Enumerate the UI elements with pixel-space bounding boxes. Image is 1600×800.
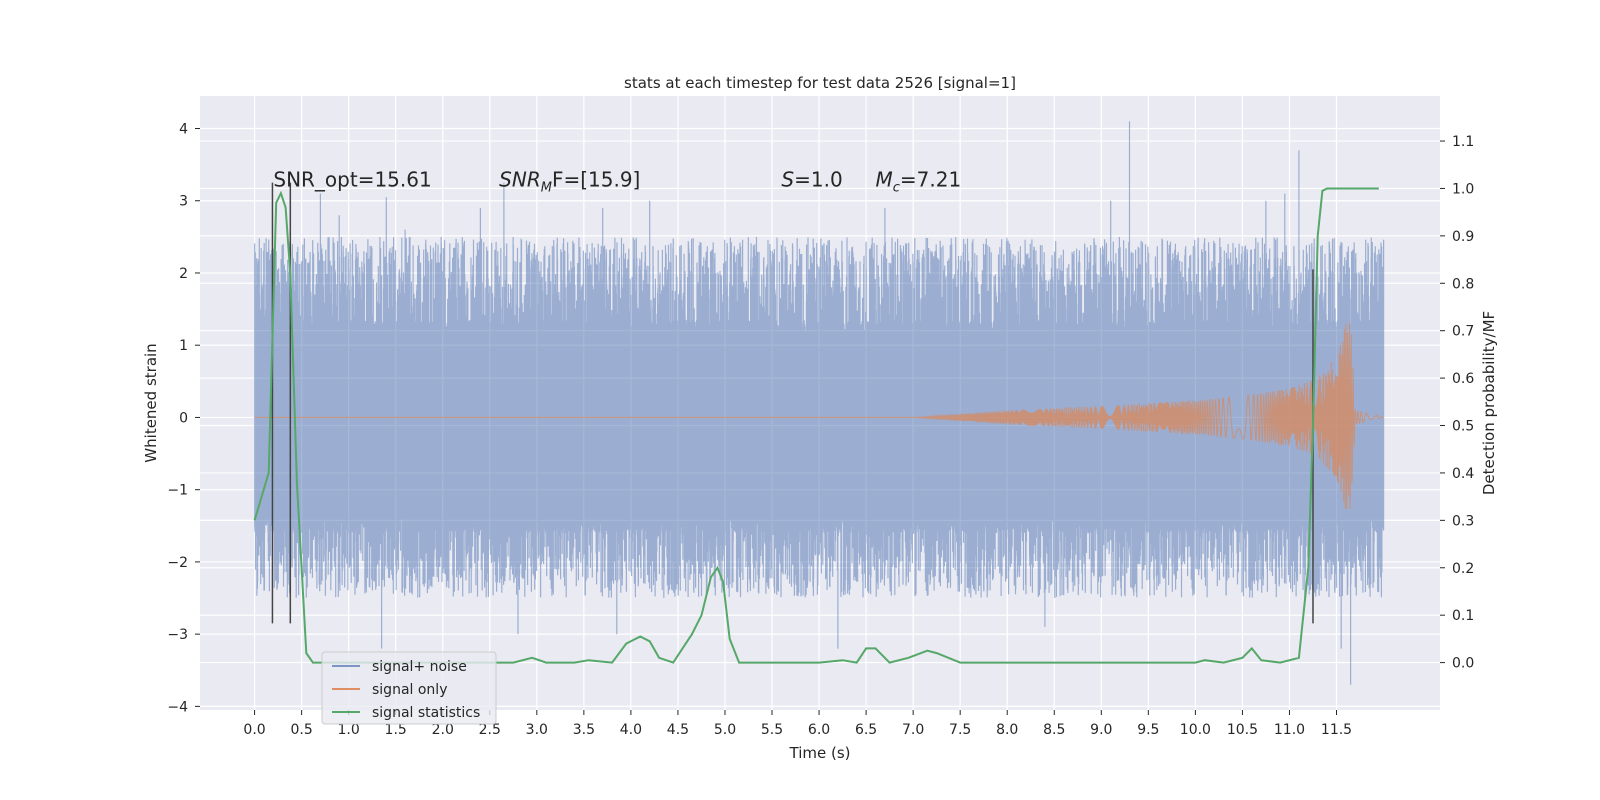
x-tick-label: 4.0	[620, 722, 642, 738]
x-tick-label: 1.5	[385, 722, 407, 738]
y-tick-label: −4	[167, 699, 188, 715]
right-y-tick-label: 0.5	[1452, 419, 1474, 435]
right-y-tick-label: 0.9	[1452, 229, 1474, 245]
right-y-tick-label: 0.8	[1452, 276, 1474, 292]
legend-label: signal+ noise	[372, 659, 467, 675]
legend-label: signal only	[372, 682, 447, 698]
right-y-ticks: 0.0 0.1 0.2 0.3 0.4 0.5 0.6 0.7 0.8 0.9 1.0 1.1	[1440, 134, 1474, 672]
x-tick-label: 4.5	[667, 722, 689, 738]
signal-noise-series	[254, 121, 1385, 685]
x-tick-label: 10.5	[1227, 722, 1258, 738]
y-tick-label: 4	[179, 122, 188, 138]
right-y-tick-label: 0.2	[1452, 561, 1474, 577]
annotation-var: M	[876, 167, 893, 191]
x-tick-label: 5.0	[714, 722, 736, 738]
x-tick-label: 0.5	[290, 722, 312, 738]
right-y-tick-label: 0.0	[1452, 656, 1474, 672]
x-tick-label: 8.5	[1043, 722, 1065, 738]
annotation-var: SNR	[499, 167, 541, 191]
y-axis-label: Whitened strain	[142, 343, 160, 462]
annotation-sub: c	[893, 180, 900, 195]
annotation-var: S	[781, 167, 794, 191]
y-ticks: −4 −3 −2 −1 0 1 2 3 4	[167, 122, 200, 715]
right-y-axis-label: Detection probability/MF	[1480, 311, 1498, 495]
annotation-text: SNRMF=[15.9]	[499, 167, 640, 195]
x-tick-label: 6.5	[855, 722, 877, 738]
y-tick-label: 0	[179, 410, 188, 426]
right-y-tick-label: 0.7	[1452, 324, 1474, 340]
x-tick-label: 9.0	[1090, 722, 1112, 738]
x-tick-label: 3.0	[526, 722, 548, 738]
annotation-suffix: =1.0	[794, 167, 843, 191]
annotation-text: SNR_opt=15.61	[273, 167, 431, 191]
x-ticks: 0.0 0.5 1.0 1.5 2.0 2.5 3.0 3.5 4.0 4.5 5.0 5.5 6.0 6…	[243, 710, 1352, 738]
y-tick-label: −2	[167, 555, 188, 571]
plot-area	[253, 121, 1385, 685]
right-y-tick-label: 0.4	[1452, 466, 1474, 482]
annotation-text: S=1.0	[781, 167, 842, 191]
x-tick-label: 7.0	[902, 722, 924, 738]
x-tick-label: 10.0	[1180, 722, 1211, 738]
annotation-text: Mc=7.21	[876, 167, 962, 195]
x-tick-label: 2.5	[479, 722, 501, 738]
y-tick-label: 1	[179, 338, 188, 354]
annotations: SNR_opt=15.61 SNRMF=[15.9] S=1.0 Mc=7.21	[273, 167, 961, 195]
annotation-sub: M	[541, 180, 552, 195]
x-tick-label: 0.0	[243, 722, 265, 738]
plot-layer	[253, 121, 1385, 685]
legend: signal+ noise signal only signal statistic…	[321, 651, 497, 725]
x-tick-label: 3.5	[573, 722, 595, 738]
annotation-prefix: SNR_opt=15.61	[273, 167, 431, 191]
y-tick-label: 2	[179, 266, 188, 282]
right-y-tick-label: 0.1	[1452, 608, 1474, 624]
x-axis-label: Time (s)	[789, 744, 851, 762]
y-tick-label: 3	[179, 194, 188, 210]
right-y-tick-label: 1.1	[1452, 134, 1474, 150]
x-tick-label: 11.5	[1321, 722, 1352, 738]
right-y-tick-label: 0.3	[1452, 513, 1474, 529]
x-tick-label: 5.5	[761, 722, 783, 738]
signal-only-series	[254, 322, 1384, 510]
right-y-tick-label: 1.0	[1452, 181, 1474, 197]
annotation-suffix: =7.21	[900, 167, 961, 191]
legend-label: signal statistics	[372, 705, 480, 721]
x-tick-label: 9.5	[1137, 722, 1159, 738]
x-tick-label: 8.0	[996, 722, 1018, 738]
x-tick-label: 1.0	[338, 722, 360, 738]
y-tick-label: −3	[167, 627, 188, 643]
x-tick-label: 2.0	[432, 722, 454, 738]
annotation-suffix: F=[15.9]	[552, 167, 640, 191]
x-tick-label: 6.0	[808, 722, 830, 738]
x-tick-label: 7.5	[949, 722, 971, 738]
y-tick-label: −1	[167, 483, 188, 499]
x-tick-label: 11.0	[1274, 722, 1305, 738]
chart-title: stats at each timestep for test data 252…	[624, 74, 1016, 92]
right-y-tick-label: 0.6	[1452, 371, 1474, 387]
legend-box	[321, 651, 497, 725]
